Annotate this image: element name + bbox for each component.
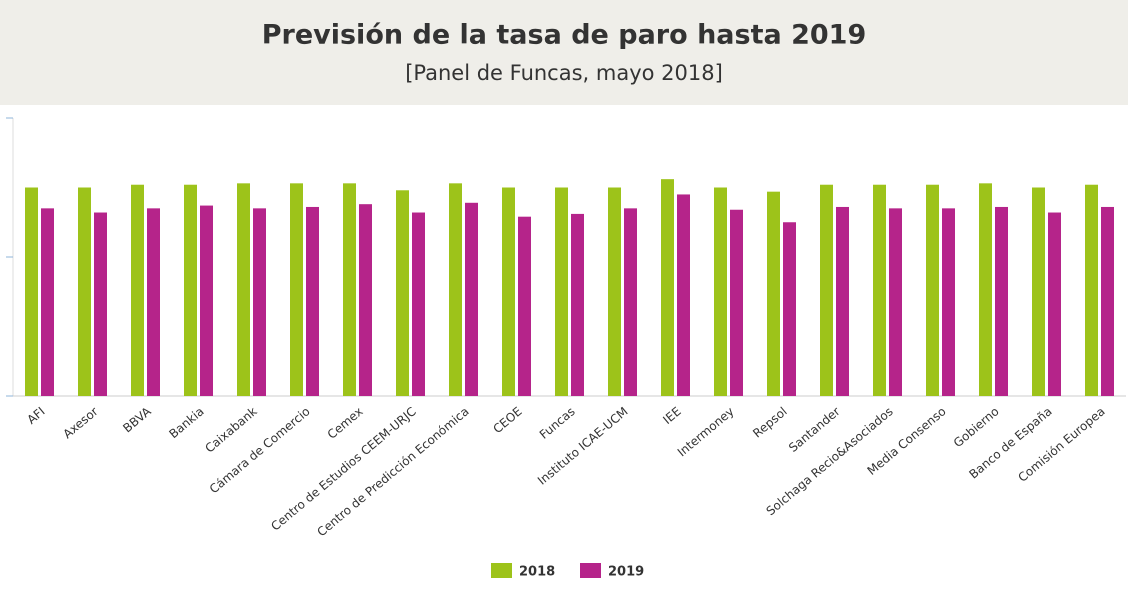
bar: [820, 184, 833, 396]
bar: [1048, 212, 1061, 396]
bar: [465, 202, 478, 396]
bar: [306, 206, 319, 396]
bar: [147, 208, 160, 396]
bar: [1101, 206, 1114, 396]
bar: [237, 183, 250, 396]
x-tick-label: IEE: [660, 404, 683, 427]
bar: [396, 190, 409, 396]
bar: [926, 184, 939, 396]
bar: [661, 179, 674, 396]
bar: [555, 187, 568, 396]
bar: [995, 206, 1008, 396]
chart-subtitle: [Panel de Funcas, mayo 2018]: [405, 61, 723, 85]
bar: [343, 183, 356, 396]
bar: [200, 205, 213, 396]
chart-title: Previsión de la tasa de paro hasta 2019: [262, 20, 867, 51]
legend-swatch: [491, 563, 512, 578]
x-tick-label: Gobierno: [951, 404, 1002, 450]
x-tick-label: Cámara de Comercio: [207, 404, 313, 496]
bar: [889, 208, 902, 396]
bar: [1032, 187, 1045, 396]
bar: [836, 206, 849, 396]
x-tick-label: Axesor: [60, 404, 100, 441]
bar: [677, 194, 690, 396]
x-tick-label: Funcas: [537, 404, 578, 442]
bar: [979, 183, 992, 396]
bar: [253, 208, 266, 396]
bar: [608, 187, 621, 396]
bar: [25, 187, 38, 396]
bar: [41, 208, 54, 396]
legend-label: 2018: [519, 565, 555, 580]
bar: [783, 222, 796, 396]
bar: [412, 212, 425, 396]
bar: [1085, 184, 1098, 396]
header-band: [0, 0, 1128, 105]
legend-label: 2019: [608, 565, 644, 580]
x-tick-label: Repsol: [750, 404, 789, 440]
bar: [624, 208, 637, 396]
bar: [767, 191, 780, 396]
bar: [131, 184, 144, 396]
bar: [290, 183, 303, 396]
bar: [571, 213, 584, 396]
x-tick-label: AFI: [24, 404, 47, 427]
legend-swatch: [580, 563, 601, 578]
bar: [942, 208, 955, 396]
x-tick-label: BBVA: [120, 404, 154, 436]
bar: [449, 183, 462, 396]
bar: [873, 184, 886, 396]
bar: [730, 209, 743, 396]
x-tick-label: Intermoney: [675, 404, 737, 459]
x-tick-label: Comisión Europea: [1015, 404, 1107, 485]
x-tick-label: Instituto ICAE-UCM: [535, 404, 631, 487]
x-tick-label: CEOE: [490, 404, 524, 436]
x-tick-label: Cemex: [325, 404, 366, 442]
bar: [78, 187, 91, 396]
bar: [94, 212, 107, 396]
bar: [518, 216, 531, 396]
bar: [714, 187, 727, 396]
bar: [184, 184, 197, 396]
x-tick-label: Bankia: [166, 404, 206, 441]
bar: [359, 204, 372, 396]
bar: [502, 187, 515, 396]
